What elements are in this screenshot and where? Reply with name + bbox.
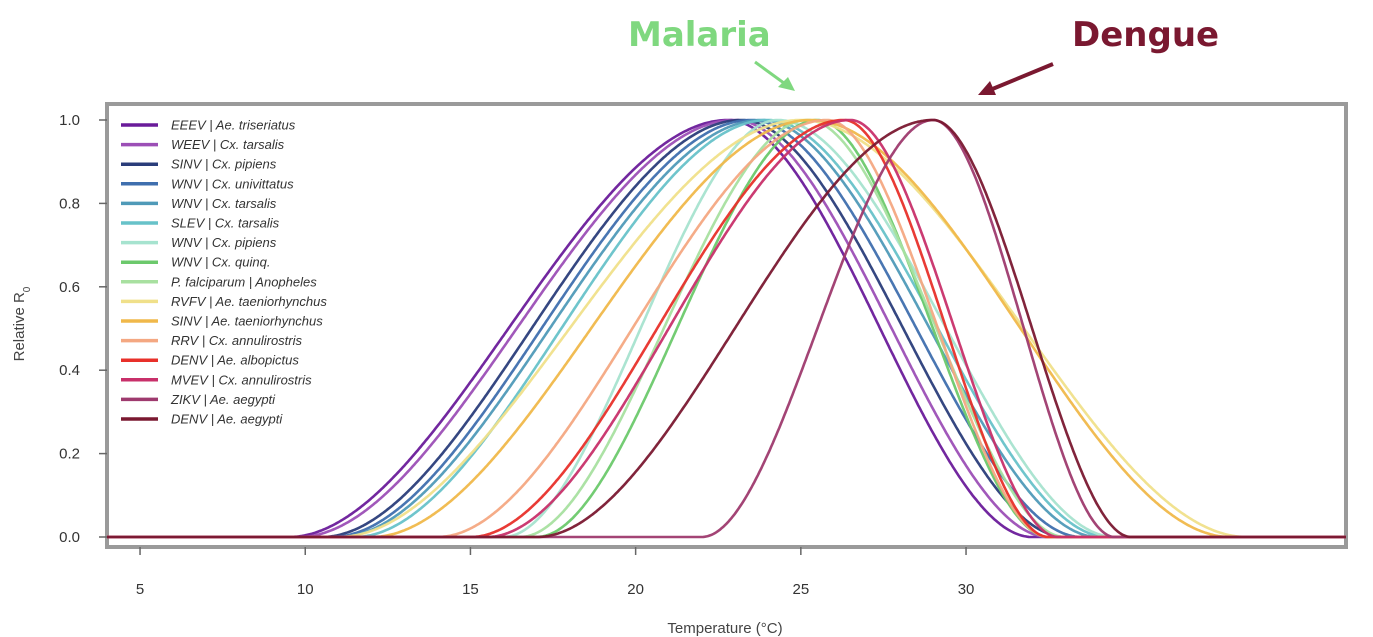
annotation-malaria-arrowhead xyxy=(778,77,795,91)
x-tick-label: 20 xyxy=(627,581,644,598)
series-layer xyxy=(107,118,1346,539)
annotation-malaria-arrow xyxy=(754,60,789,88)
x-axis-title: Temperature (°C) xyxy=(667,620,782,637)
x-tick-label: 25 xyxy=(792,581,809,598)
annotation-dengue-arrowhead xyxy=(978,81,996,95)
legend-label: WNV | Cx. tarsalis xyxy=(171,196,277,211)
legend-label: WNV | Cx. pipiens xyxy=(171,235,277,250)
legend-label: P. falciparum | Anopheles xyxy=(171,274,317,289)
legend: EEEV | Ae. triseriatus WEEV | Cx. tarsali… xyxy=(121,118,327,427)
x-tick-label: 5 xyxy=(136,581,144,598)
annotation-malaria: Malaria xyxy=(628,15,771,55)
y-tick-label: 0.0 xyxy=(59,529,80,546)
legend-label: SLEV | Cx. tarsalis xyxy=(171,216,280,231)
y-tick-label: 0.6 xyxy=(59,279,80,296)
y-tick-label: 0.2 xyxy=(59,446,80,463)
x-tick-label: 30 xyxy=(958,581,975,598)
legend-label: RRV | Cx. annulirostris xyxy=(171,333,303,348)
legend-label: SINV | Ae. taeniorhynchus xyxy=(171,314,323,329)
annotation-dengue-arrow xyxy=(989,62,1054,92)
legend-label: SINV | Cx. pipiens xyxy=(171,157,277,172)
legend-label: DENV | Ae. aegypti xyxy=(171,412,283,427)
annotation-dengue: Dengue xyxy=(1072,15,1219,55)
x-tick-label: 10 xyxy=(297,581,314,598)
legend-label: WEEV | Cx. tarsalis xyxy=(171,137,285,152)
legend-label: ZIKV | Ae. aegypti xyxy=(170,392,276,407)
legend-label: MVEV | Cx. annulirostris xyxy=(171,372,312,387)
series-line-16 xyxy=(107,118,1346,539)
y-axis-title: Relative R0 xyxy=(11,286,33,361)
y-tick-label: 1.0 xyxy=(59,112,80,129)
plot-frame xyxy=(105,102,1348,549)
legend-label: WNV | Cx. univittatus xyxy=(171,176,294,191)
legend-label: RVFV | Ae. taeniorhynchus xyxy=(171,294,327,309)
legend-label: EEEV | Ae. triseriatus xyxy=(171,118,296,133)
legend-label: WNV | Cx. quinq. xyxy=(171,255,270,270)
x-tick-label: 15 xyxy=(462,581,479,598)
legend-label: DENV | Ae. albopictus xyxy=(171,353,299,368)
y-tick-label: 0.4 xyxy=(59,362,80,379)
y-tick-label: 0.8 xyxy=(59,195,80,212)
axes-layer: 5 10 15 20 25 30 0.0 0.2 0.4 0.6 0.8 1.0 xyxy=(59,112,974,598)
